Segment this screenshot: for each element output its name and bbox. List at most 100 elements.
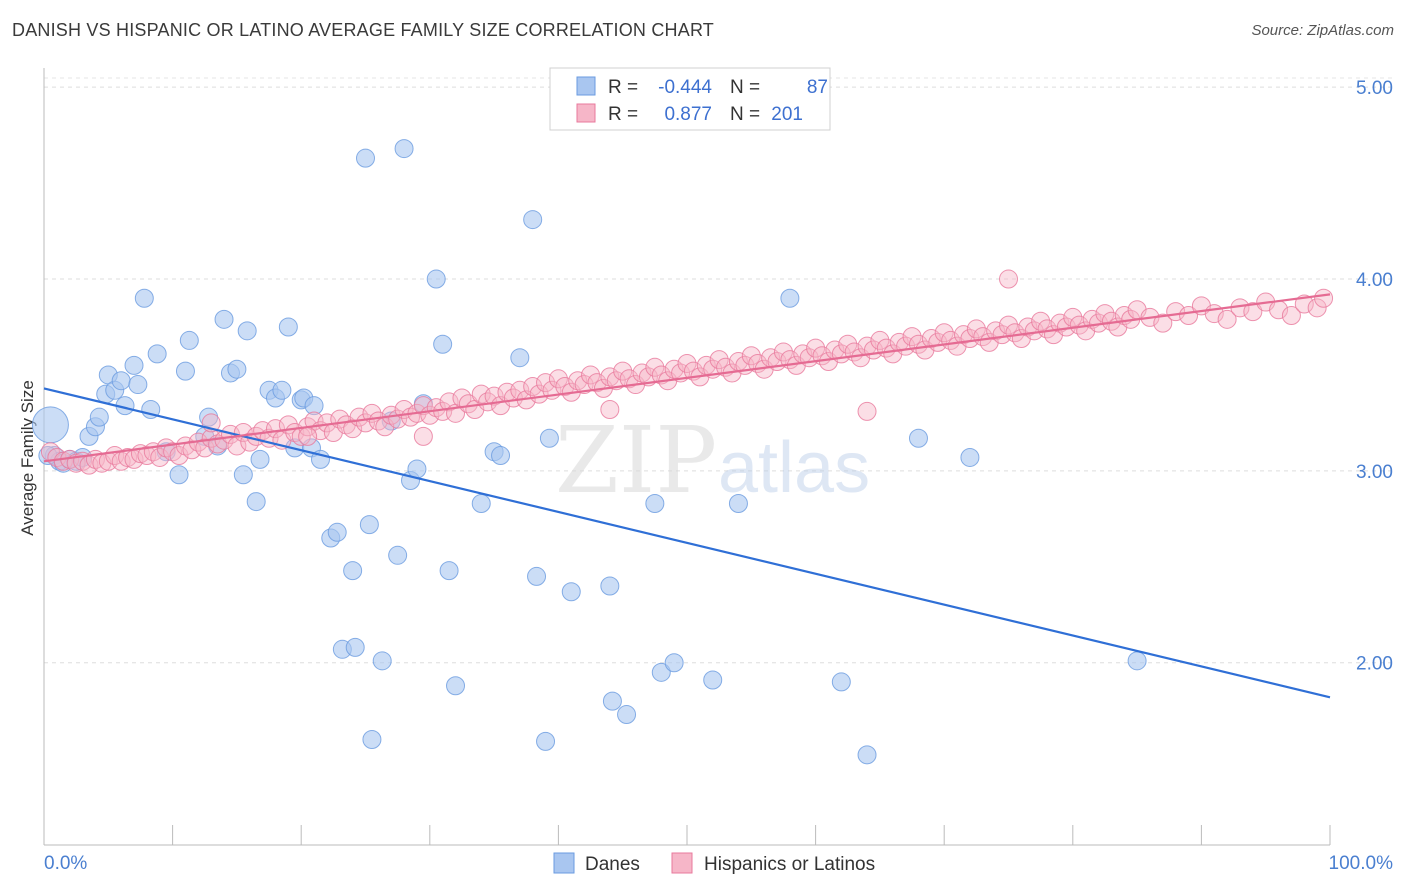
- hispanic-point: [150, 447, 170, 467]
- danes-point: [233, 465, 253, 485]
- danes-point: [272, 380, 292, 400]
- legend-box: R = -0.444 N = 87 R = 0.877 N = 201: [549, 67, 831, 131]
- danes-point: [134, 288, 154, 308]
- danes-point: [359, 515, 379, 535]
- danes-point: [388, 545, 408, 565]
- y-tick-label: 3.00: [1356, 462, 1393, 483]
- danes-point: [1127, 651, 1147, 671]
- legend-n-value-0: 87: [807, 77, 828, 98]
- hispanic-point: [677, 353, 697, 373]
- hispanic-point: [1179, 305, 1199, 325]
- bottom-legend-swatch-hispanic: [671, 852, 693, 874]
- legend-r-value-1: 0.877: [664, 104, 712, 125]
- hispanic-point: [1166, 302, 1186, 322]
- hispanic-point: [613, 361, 633, 381]
- danes-point: [651, 662, 671, 682]
- hispanic-point: [548, 369, 568, 389]
- hispanic-point: [1217, 309, 1237, 329]
- danes-point: [857, 745, 877, 765]
- hispanic-point: [966, 319, 986, 339]
- watermark-zip: ZIP: [555, 407, 717, 514]
- y-tick-label: 4.00: [1356, 270, 1393, 291]
- hispanic-point: [536, 373, 556, 393]
- hispanic-point: [581, 365, 601, 385]
- danes-point: [246, 492, 266, 512]
- legend-n-value-1: 201: [771, 104, 803, 125]
- hispanic-point: [1281, 305, 1301, 325]
- legend-swatch-hispanic: [576, 103, 596, 123]
- danes-point: [728, 494, 748, 514]
- danes-point: [31, 406, 69, 444]
- danes-point: [426, 269, 446, 289]
- hispanic-point: [999, 315, 1018, 335]
- watermark: ZIP atlas: [555, 407, 870, 514]
- hispanic-point: [343, 419, 363, 439]
- danes-point: [561, 582, 581, 602]
- legend-n-label-0: N =: [730, 77, 760, 98]
- danes-point: [523, 210, 543, 230]
- danes-point: [227, 359, 247, 379]
- hispanic-point: [645, 357, 665, 377]
- hispanic-point: [1243, 302, 1263, 322]
- danes-point: [89, 407, 109, 427]
- x-tick-label-end: 100.0%: [1329, 853, 1394, 874]
- hispanic-point: [1307, 298, 1327, 318]
- danes-point: [471, 494, 491, 514]
- hispanic-point: [169, 446, 189, 466]
- danes-point: [124, 355, 144, 375]
- x-tick-label-start: 0.0%: [44, 853, 87, 874]
- danes-point: [491, 446, 511, 466]
- legend-r-label-1: R =: [608, 104, 638, 125]
- chart-source: Source: ZipAtlas.com: [1251, 22, 1394, 39]
- hispanic-point: [298, 426, 318, 446]
- hispanic-trend-line: [43, 293, 1331, 463]
- danes-point: [362, 729, 382, 749]
- hispanic-point: [1031, 311, 1051, 331]
- trend-lines: [43, 293, 1331, 699]
- hispanic-point: [838, 334, 858, 354]
- legend-r-label-0: R =: [608, 77, 638, 98]
- danes-point: [439, 561, 459, 581]
- danes-points: [31, 139, 1147, 765]
- danes-point: [237, 321, 257, 341]
- bottom-legend-label-danes: Danes: [585, 854, 640, 875]
- danes-point: [372, 651, 392, 671]
- danes-point: [510, 348, 530, 368]
- danes-point: [703, 670, 723, 690]
- bottom-legend-swatch-danes: [553, 852, 575, 874]
- hispanic-point: [1294, 294, 1314, 314]
- danes-point: [250, 449, 270, 469]
- danes-point: [394, 139, 414, 159]
- danes-point: [343, 561, 363, 581]
- watermark-atlas: atlas: [718, 428, 870, 508]
- danes-point: [527, 566, 547, 586]
- danes-point: [327, 522, 347, 542]
- danes-point: [600, 576, 620, 596]
- danes-point: [602, 691, 622, 711]
- danes-point: [433, 334, 453, 354]
- danes-point: [539, 428, 559, 448]
- chart-title: DANISH VS HISPANIC OR LATINO AVERAGE FAM…: [12, 20, 715, 40]
- hispanic-point: [741, 346, 761, 366]
- hispanic-point: [870, 330, 890, 350]
- hispanic-point: [902, 327, 922, 347]
- legend-swatch-danes: [576, 76, 596, 96]
- danes-point: [617, 705, 637, 725]
- hispanic-point: [413, 426, 433, 446]
- danes-point: [111, 371, 131, 391]
- hispanic-point: [265, 419, 285, 439]
- hispanic-point: [118, 447, 138, 467]
- danes-point: [960, 447, 980, 467]
- hispanic-point: [600, 399, 620, 419]
- hispanic-point: [439, 392, 459, 412]
- danes-point: [356, 148, 375, 168]
- hispanic-point: [195, 438, 215, 458]
- danes-point: [175, 361, 195, 381]
- danes-point: [908, 428, 928, 448]
- danes-point: [147, 344, 167, 364]
- danes-point: [214, 309, 234, 329]
- danes-point: [169, 465, 189, 485]
- hispanic-point: [1153, 313, 1173, 333]
- hispanic-point: [773, 342, 793, 362]
